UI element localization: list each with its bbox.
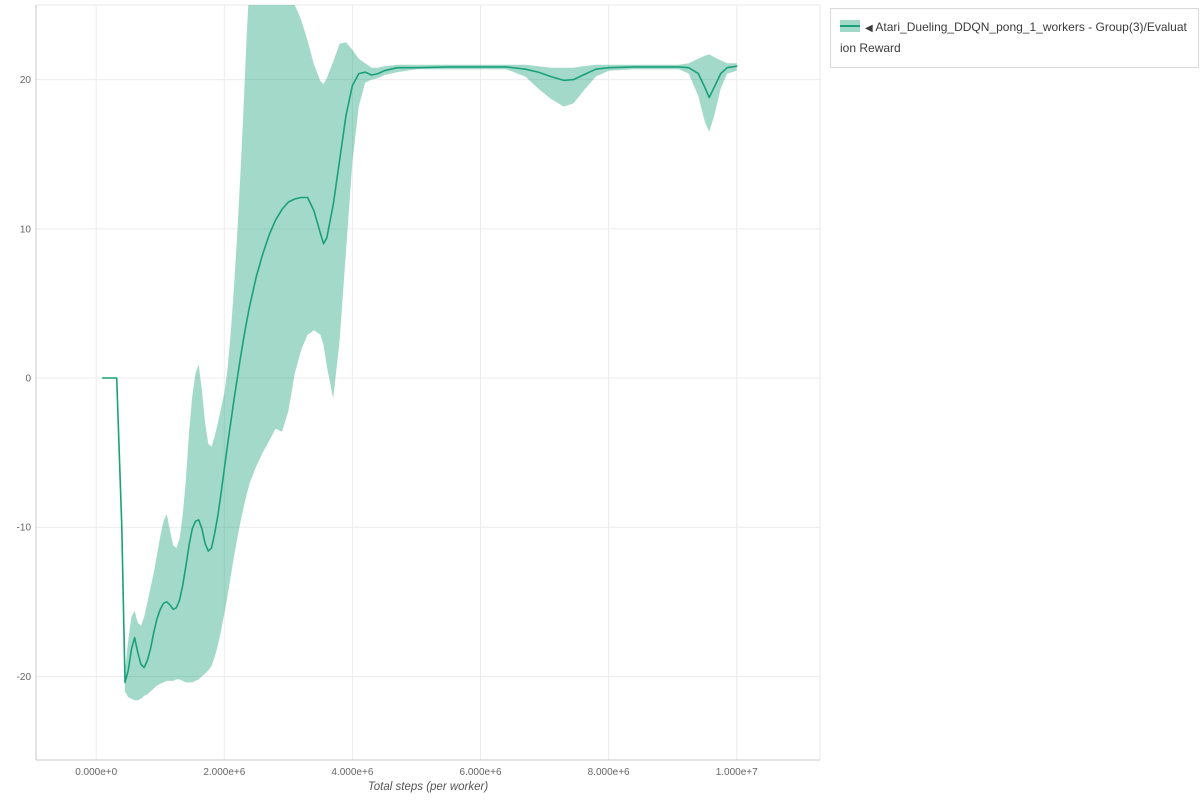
legend-swatch-icon[interactable] <box>840 19 860 33</box>
legend-collapse-icon[interactable]: ◀ <box>865 23 873 34</box>
x-tick-label: 6.000e+6 <box>460 767 502 778</box>
tick-labels: 0.000e+0 2.000e+6 4.000e+6 6.000e+6 8.000e+6… <box>17 75 759 778</box>
y-tick-label: -10 <box>17 523 32 534</box>
legend-series-name: Atari_Dueling_DDQN_pong_1_workers - Grou… <box>840 20 1187 55</box>
x-tick-label: 0.000e+0 <box>75 767 117 778</box>
x-tick-label: 4.000e+6 <box>331 767 373 778</box>
axis-lines <box>35 5 820 761</box>
y-tick-label: -20 <box>17 672 32 683</box>
y-tick-label: 20 <box>20 75 32 86</box>
legend-label[interactable]: ◀ Atari_Dueling_DDQN_pong_1_workers - Gr… <box>840 20 1187 55</box>
legend: ◀ Atari_Dueling_DDQN_pong_1_workers - Gr… <box>830 8 1199 68</box>
y-tick-label: 10 <box>20 224 32 235</box>
confidence-band <box>102 5 737 701</box>
y-tick-label: 0 <box>25 374 31 385</box>
x-tick-label: 2.000e+6 <box>203 767 245 778</box>
x-tick-label: 1.000e+7 <box>716 767 758 778</box>
x-tick-label: 8.000e+6 <box>588 767 630 778</box>
mean-line <box>101 65 738 684</box>
x-axis-title: Total steps (per worker) <box>367 781 489 793</box>
